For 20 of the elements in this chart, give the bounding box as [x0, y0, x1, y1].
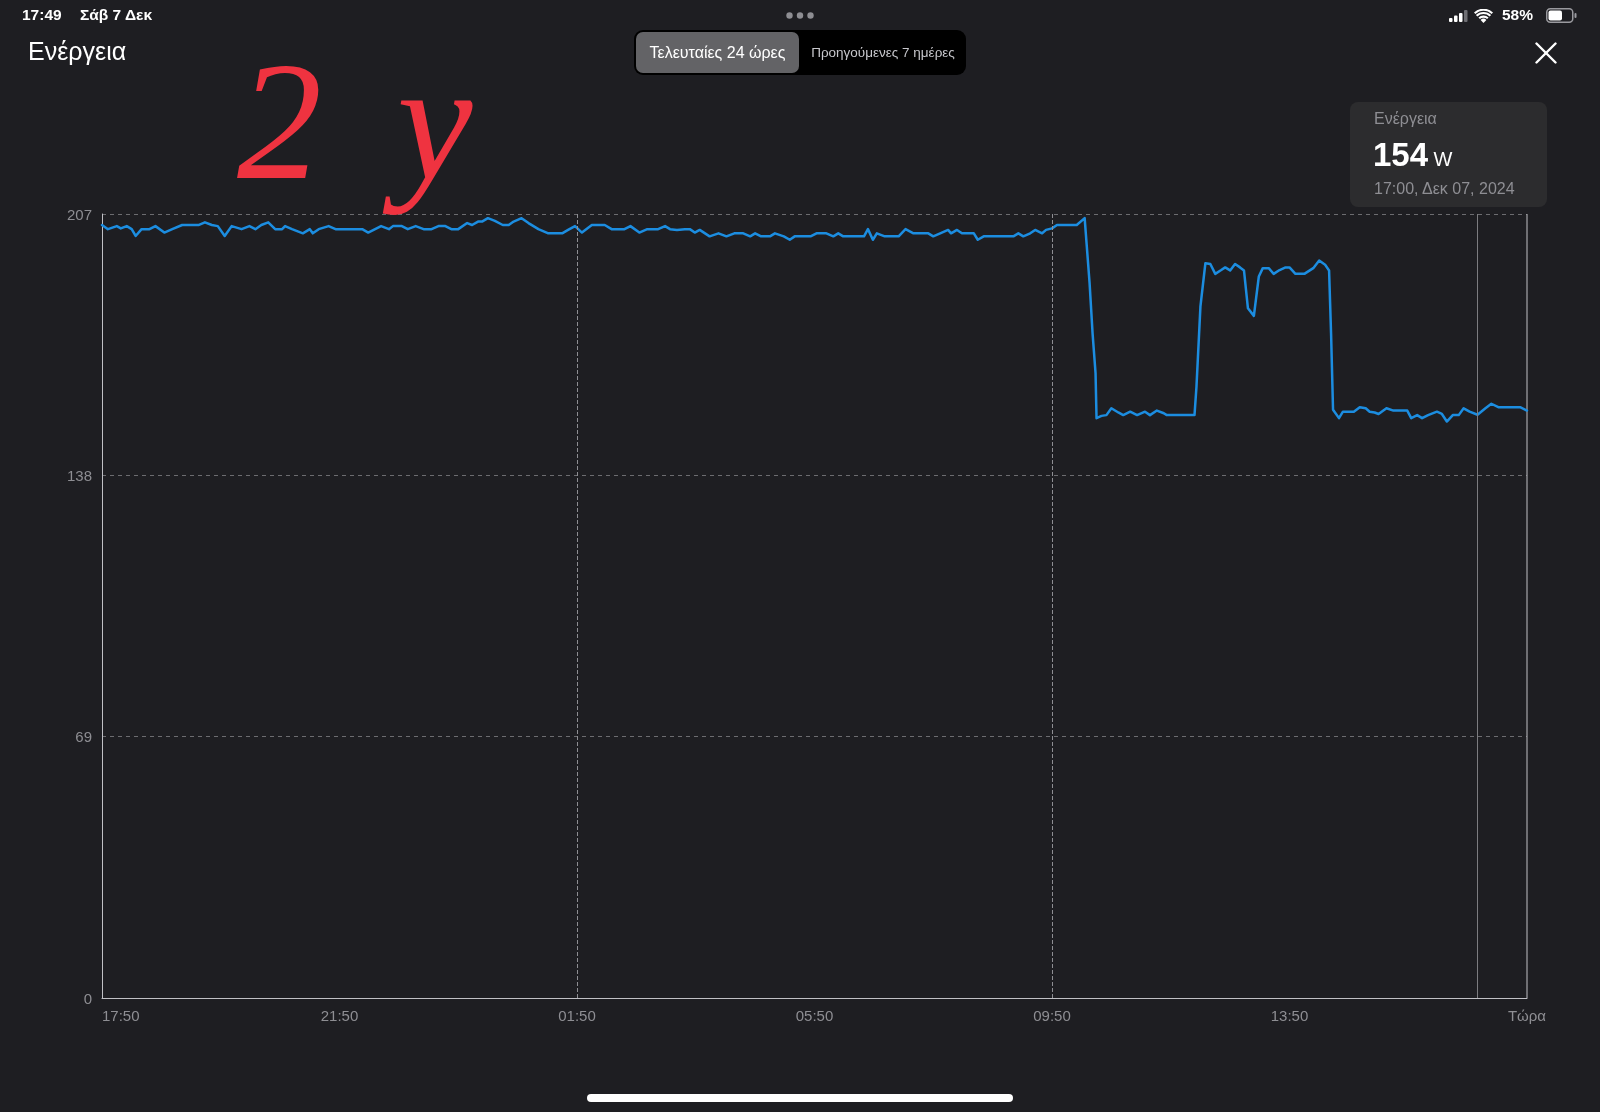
x-tick-label: 17:50 — [102, 1007, 140, 1024]
annotation: 2y — [237, 27, 548, 215]
line-series — [100, 216, 1529, 423]
x-tick-label: 09:50 — [1033, 1007, 1071, 1024]
segmented-control: Τελευταίες 24 ώρες Προηγούμενες 7 ημέρες — [634, 30, 966, 75]
selected-tab: Τελευταίες 24 ώρες — [636, 32, 799, 73]
text: 58% — [1502, 6, 1534, 24]
y-tick-label: 0 — [83, 989, 92, 1007]
y-tick-label: 69 — [75, 728, 92, 746]
text: Σάβ 7 Δεκ — [80, 6, 153, 24]
x-tick-label: 05:50 — [795, 1007, 834, 1024]
tooltip-card: Ενέργεια 154 W 17:00, Δεκ 07, 2024 — [1350, 102, 1547, 207]
x-tick-label: Τώρα — [1507, 1007, 1547, 1024]
y-tick-label: 207 — [66, 205, 92, 223]
chart-title: Ενέργεια — [28, 37, 127, 66]
x-tick-label: 13:50 — [1270, 1007, 1309, 1024]
y-tick-label: 138 — [66, 466, 92, 484]
x-tick-label: 21:50 — [320, 1007, 359, 1024]
text: 17:49 — [22, 6, 62, 24]
x-tick-label: 01:50 — [558, 1007, 596, 1024]
